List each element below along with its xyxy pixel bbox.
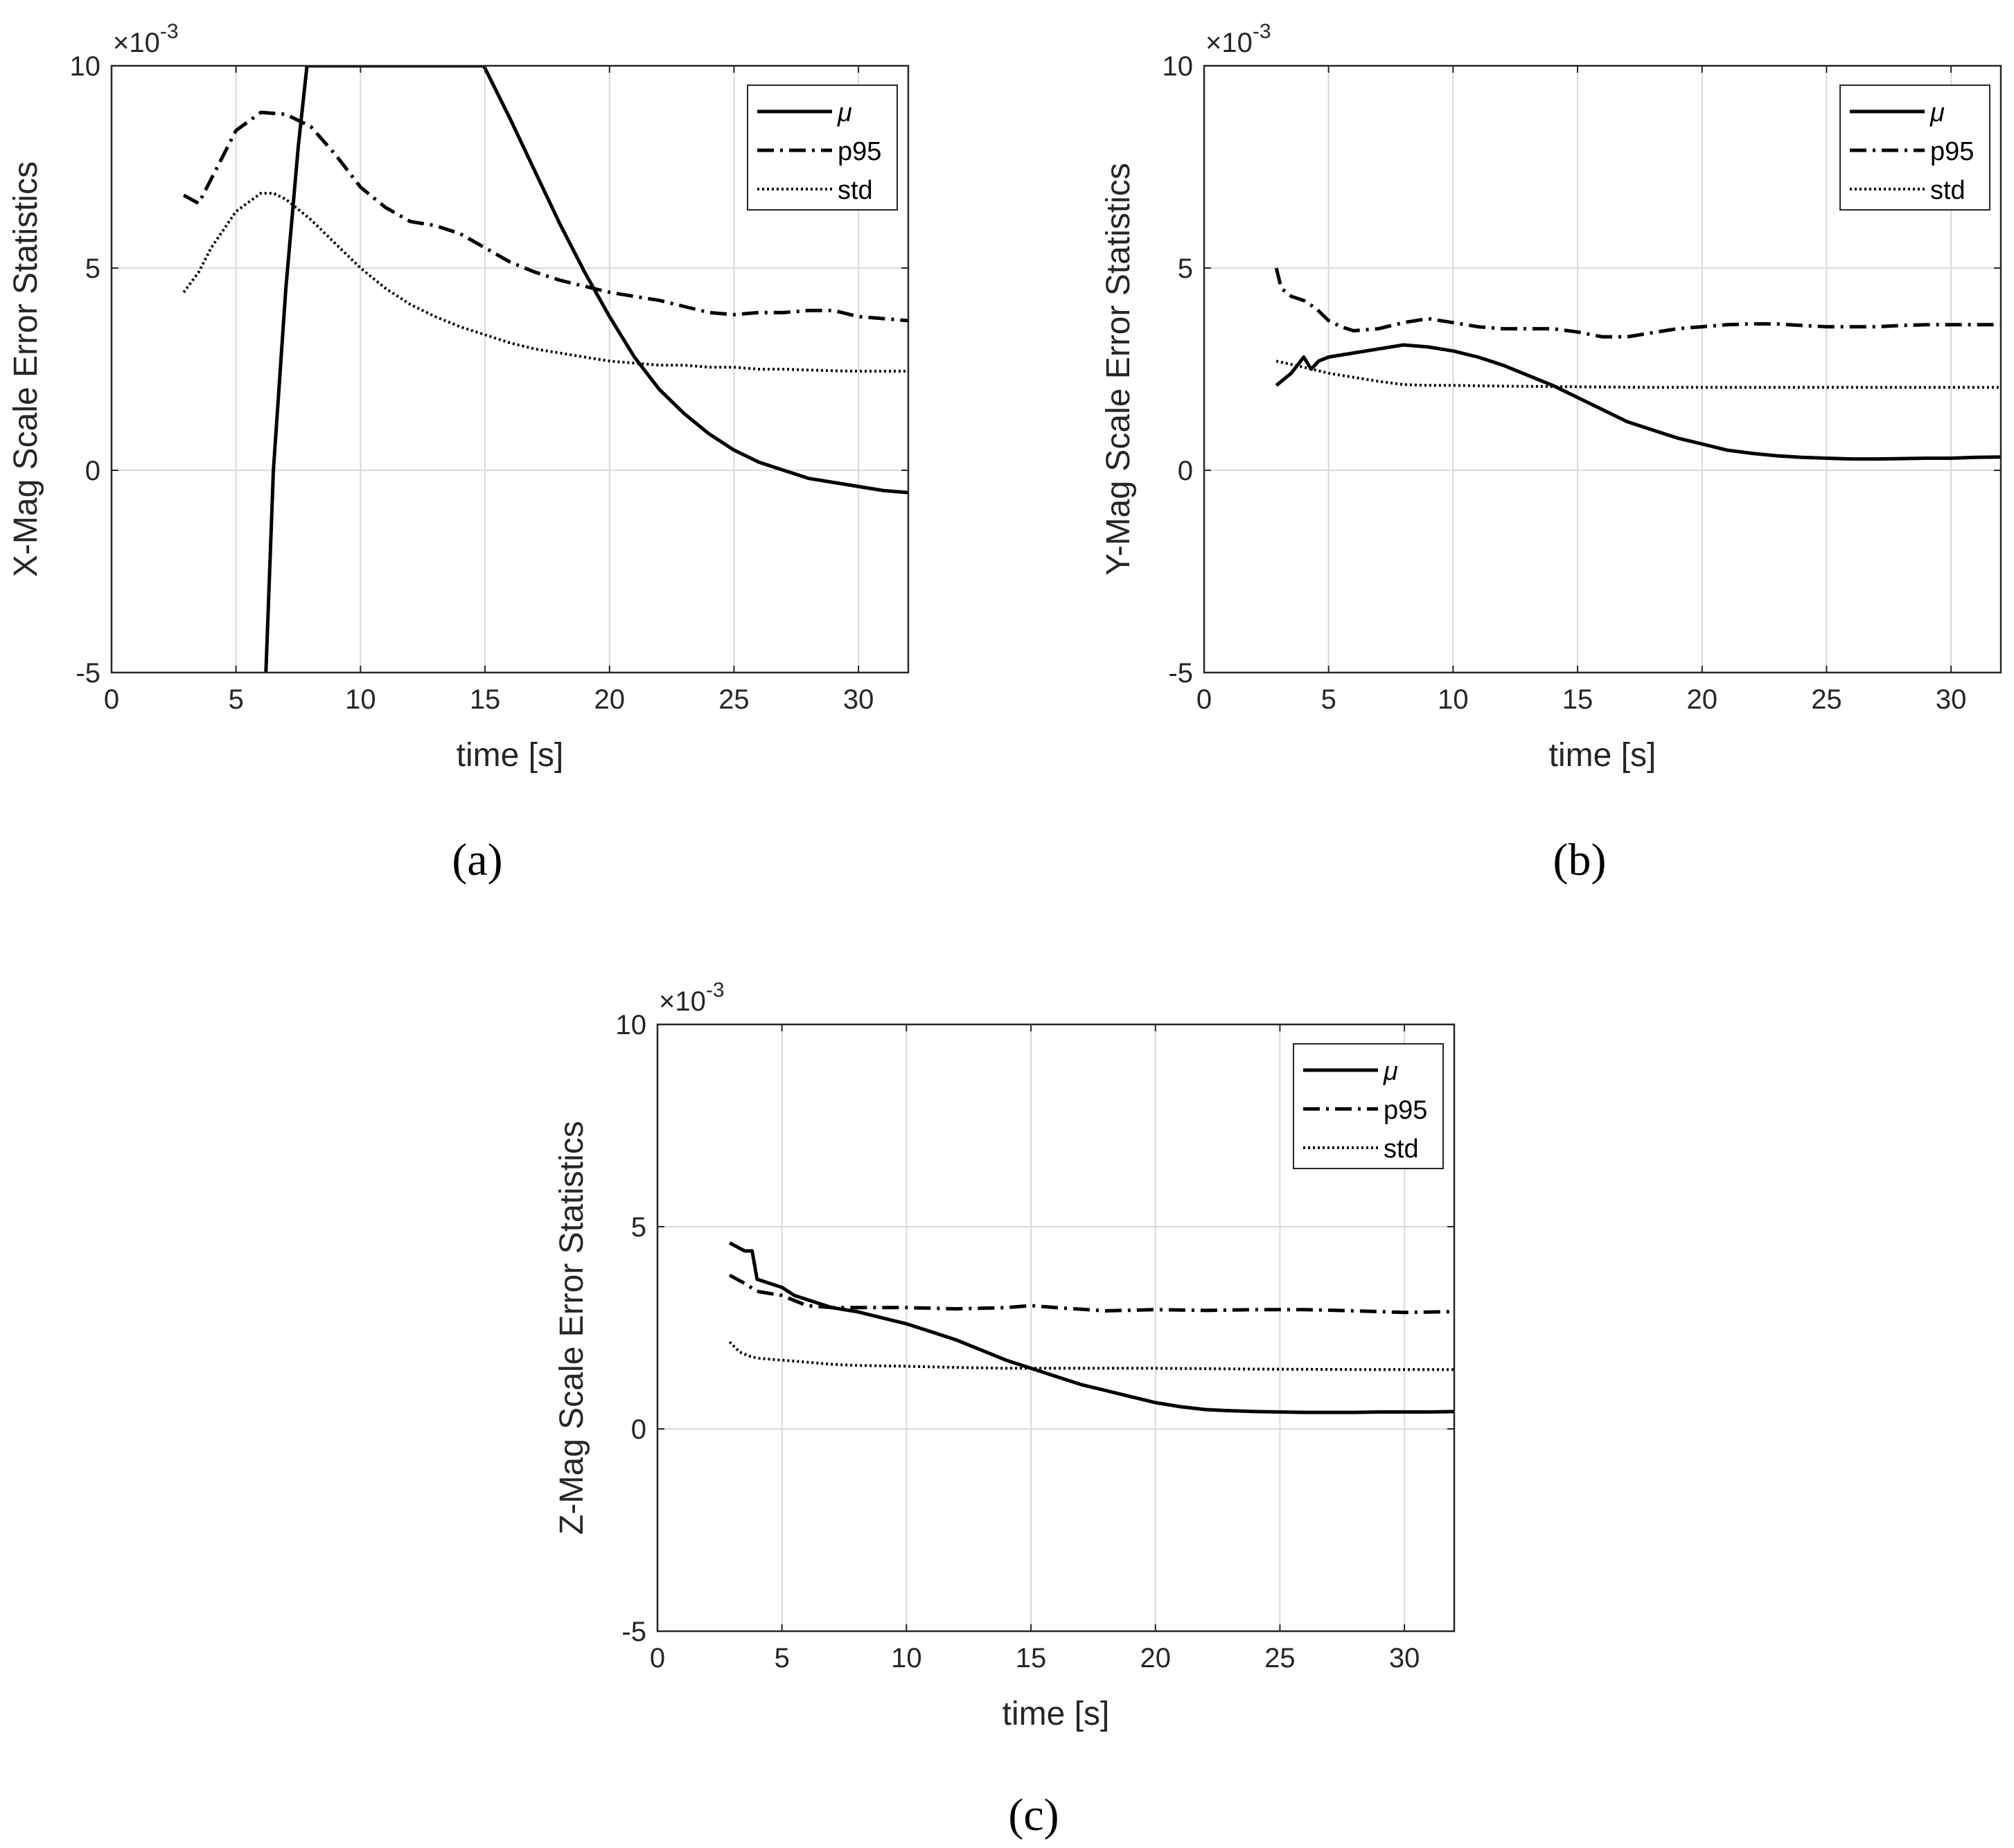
series-line-b-p95 <box>1274 267 2001 339</box>
y-tick-label-a-10: 10 <box>70 51 101 82</box>
x-tick-label-c-25: 25 <box>1264 1643 1296 1673</box>
y-tick-label-b-5: 5 <box>1178 254 1193 284</box>
series-line-c-p95 <box>729 1273 1454 1315</box>
legend-c: μ p95 std <box>1293 1043 1444 1169</box>
y-tick-label-a-0: 0 <box>85 456 100 486</box>
series-line-a-std <box>182 192 908 373</box>
y-tick-label-b-0: 0 <box>1178 456 1193 486</box>
y-multiplier-b: ×10-3 <box>1205 20 1271 58</box>
x-tick-label-b-10: 10 <box>1438 684 1469 715</box>
x-tick-label-c-15: 15 <box>1016 1643 1047 1673</box>
x-tick-label-c-10: 10 <box>891 1643 922 1673</box>
x-axis-label-a: time [s] <box>457 737 564 774</box>
y-multiplier-a: ×10-3 <box>113 20 179 58</box>
y-tick-label-c--5: -5 <box>621 1617 646 1647</box>
series-layer-a <box>182 66 908 673</box>
panel-caption-b: (b) <box>1553 835 1607 885</box>
y-axis-label-b: Y-Mag Scale Error Statistics <box>1100 163 1137 576</box>
x-tick-label-a-5: 5 <box>229 684 244 715</box>
y-tick-label-a--5: -5 <box>76 658 100 688</box>
x-tick-label-a-30: 30 <box>843 684 874 715</box>
panel-caption-c: (c) <box>1008 1790 1059 1840</box>
series-line-a-p95 <box>183 110 908 323</box>
x-tick-label-a-10: 10 <box>345 684 376 715</box>
x-tick-label-b-5: 5 <box>1321 684 1336 715</box>
x-axis-label-b: time [s] <box>1549 737 1657 774</box>
y-multiplier-exponent-a: -3 <box>160 20 179 43</box>
x-axis-label-c: time [s] <box>1002 1696 1110 1732</box>
legend-text-mu-a: μ <box>837 98 852 127</box>
series-line-a-mu <box>264 66 908 673</box>
plot-area-a <box>110 64 910 674</box>
plot-area-b <box>1203 64 2002 674</box>
legend-text-std-b: std <box>1930 176 1966 205</box>
plot-area-c <box>656 1023 1456 1633</box>
legend-b: μ p95 std <box>1839 85 1990 211</box>
y-multiplier-base-b: ×10 <box>1205 28 1253 58</box>
x-tick-label-c-5: 5 <box>775 1643 790 1673</box>
y-multiplier-exponent-c: -3 <box>706 979 725 1002</box>
series-line-b-std <box>1275 359 2001 389</box>
series-line-c-std <box>728 1340 1454 1371</box>
legend-text-p95-a: p95 <box>838 137 881 166</box>
series-line-c-mu <box>729 1241 1454 1414</box>
legend-text-mu-c: μ <box>1383 1057 1398 1086</box>
y-multiplier-base-a: ×10 <box>113 28 160 58</box>
panel-caption-a: (a) <box>452 835 502 885</box>
series-layer-c <box>728 1241 1454 1414</box>
legend-a: μ p95 std <box>747 85 898 211</box>
y-multiplier-base-c: ×10 <box>659 986 706 1017</box>
legend-text-p95-c: p95 <box>1384 1096 1427 1125</box>
y-axis-label-c: Z-Mag Scale Error Statistics <box>554 1121 590 1534</box>
x-tick-label-a-25: 25 <box>718 684 750 715</box>
x-tick-label-c-30: 30 <box>1389 1643 1420 1673</box>
x-tick-label-a-0: 0 <box>104 684 119 715</box>
y-tick-label-c-5: 5 <box>631 1212 646 1243</box>
y-multiplier-c: ×10-3 <box>659 979 725 1017</box>
y-tick-label-c-10: 10 <box>616 1010 647 1040</box>
legend-text-std-c: std <box>1384 1135 1419 1164</box>
legend-text-p95-b: p95 <box>1930 137 1974 166</box>
x-tick-label-b-25: 25 <box>1811 684 1842 715</box>
x-tick-label-a-15: 15 <box>470 684 501 715</box>
y-tick-label-b--5: -5 <box>1168 658 1193 688</box>
y-tick-label-a-5: 5 <box>85 254 100 284</box>
series-line-b-mu <box>1275 343 2001 461</box>
y-multiplier-exponent-b: -3 <box>1253 20 1271 43</box>
x-tick-label-c-20: 20 <box>1140 1643 1172 1673</box>
x-tick-label-b-15: 15 <box>1562 684 1593 715</box>
legend-text-mu-b: μ <box>1929 98 1945 127</box>
y-tick-label-c-0: 0 <box>631 1414 646 1445</box>
x-tick-label-c-0: 0 <box>650 1643 665 1673</box>
x-tick-label-b-30: 30 <box>1936 684 1967 715</box>
x-tick-label-a-20: 20 <box>594 684 626 715</box>
x-tick-label-b-20: 20 <box>1687 684 1718 715</box>
legend-text-std-a: std <box>838 176 873 205</box>
x-tick-label-b-0: 0 <box>1196 684 1212 715</box>
series-layer-b <box>1274 267 2001 461</box>
y-tick-label-b-10: 10 <box>1163 51 1194 82</box>
y-axis-label-a: X-Mag Scale Error Statistics <box>8 161 44 577</box>
